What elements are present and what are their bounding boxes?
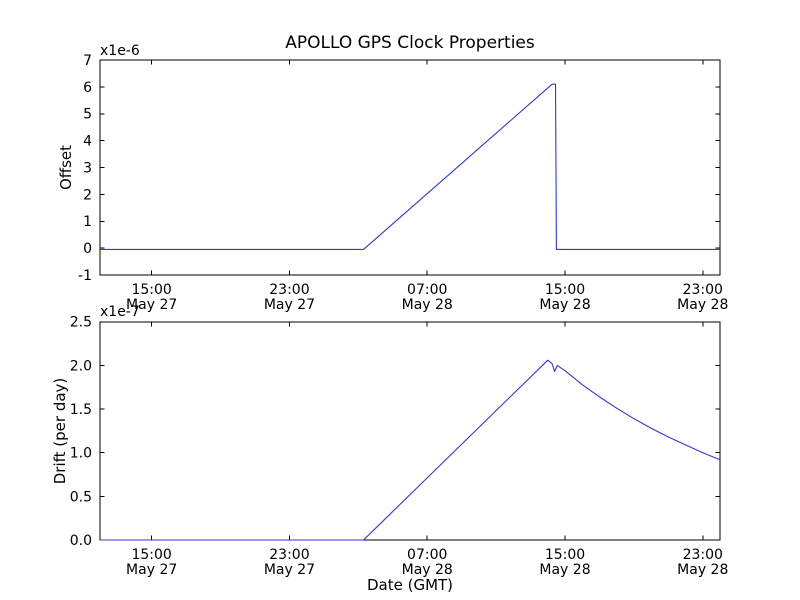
y-tick-label: 7 [83,53,92,69]
x-tick-label-time: 07:00 [407,547,447,563]
y-tick-label: 3 [83,160,92,176]
y-tick-label: 2.0 [70,358,92,374]
x-tick-label-time: 15:00 [131,547,171,563]
x-tick-label-date: May 27 [264,562,315,578]
y-tick-label: 0.0 [70,533,92,549]
x-tick-label-time: 07:00 [407,282,447,298]
offset-scale-label: x1e-6 [100,43,140,59]
x-tick-label-date: May 28 [539,297,590,313]
x-tick-label-date: May 28 [539,562,590,578]
x-tick-label-date: May 28 [402,562,453,578]
x-tick-label-time: 23:00 [683,547,723,563]
x-tick-label-date: May 27 [126,297,177,313]
x-tick-label-time: 23:00 [683,282,723,298]
y-tick-label: 6 [83,80,92,96]
drift-scale-label: x1e-7 [100,304,140,320]
y-tick-label: 0.5 [70,489,92,505]
y-tick-label: 0 [83,241,92,257]
x-tick-label-time: 15:00 [545,282,585,298]
x-tick-label-date: May 28 [677,562,728,578]
y-tick-label: 4 [83,134,92,150]
x-tick-label-time: 23:00 [269,282,309,298]
y-tick-label: 2.5 [70,315,92,331]
drift-y-axis-label: Drift (per day) [51,378,69,485]
y-tick-label: 1 [83,214,92,230]
x-axis-label: Date (GMT) [367,576,453,594]
x-tick-label-time: 23:00 [269,547,309,563]
y-tick-label: 1.5 [70,402,92,418]
y-tick-label: 1.0 [70,446,92,462]
x-tick-label-time: 15:00 [545,547,585,563]
y-tick-label: 5 [83,107,92,123]
offset-y-axis-label: Offset [57,145,75,190]
x-tick-label-date: May 28 [402,297,453,313]
x-tick-label-time: 15:00 [131,282,171,298]
x-tick-label-date: May 27 [126,562,177,578]
drift-line [100,359,721,541]
offset-line [100,83,720,251]
axes-frame [99,321,721,541]
x-tick-label-date: May 28 [677,297,728,313]
y-tick-label: 2 [83,187,92,203]
x-tick-label-date: May 27 [264,297,315,313]
y-tick-label: -1 [78,268,92,284]
axes-frame [99,59,721,276]
chart-title: APOLLO GPS Clock Properties [285,33,535,53]
